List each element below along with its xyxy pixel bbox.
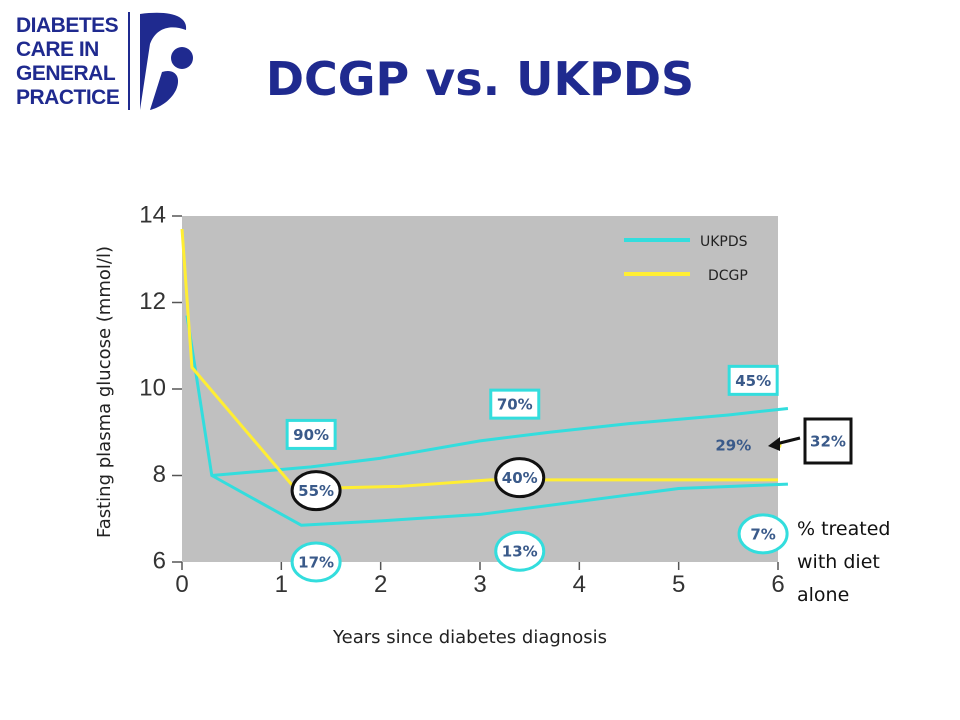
annotation-ellipse — [290, 470, 342, 512]
legend-dcgp-label: DCGP — [708, 268, 748, 284]
annotation-box — [489, 388, 541, 420]
x-tick-label: 5 — [672, 571, 685, 598]
side-note-line-1: % treated — [797, 518, 890, 540]
annotation-label: 17% — [298, 554, 334, 572]
annotation-box — [727, 364, 779, 396]
x-axis: 0 1 2 3 4 5 6 — [175, 562, 785, 598]
logo-figure-icon — [128, 12, 193, 110]
logo-line-2: CARE IN — [16, 38, 99, 61]
side-note-line-2: with diet — [797, 551, 880, 573]
side-note-line-3: alone — [797, 584, 849, 606]
x-axis-title: Years since diabetes diagnosis — [332, 627, 607, 648]
y-tick-label: 10 — [139, 374, 166, 401]
series-line-ukpds — [211, 474, 788, 527]
annotation-label: 29% — [715, 437, 751, 455]
y-axis-title: Fasting plasma glucose (mmol/l) — [94, 246, 115, 538]
annotation-ellipse — [737, 513, 789, 555]
annotation-box — [285, 418, 337, 450]
annotation-label: 7% — [750, 525, 775, 543]
annotation-ellipse — [290, 541, 342, 583]
series-group — [180, 228, 789, 527]
x-tick-label: 6 — [771, 571, 784, 598]
series-line-dcgp — [180, 228, 778, 490]
x-tick-label: 0 — [175, 571, 188, 598]
annotation-ellipse — [494, 457, 546, 499]
annotation-label: 45% — [735, 372, 771, 390]
annotation-label: 70% — [497, 396, 533, 414]
annotation-ellipse — [494, 530, 546, 572]
y-axis: 6 8 10 12 14 — [139, 201, 182, 574]
x-tick-label: 4 — [573, 571, 586, 598]
series-line-ukpds — [185, 315, 789, 477]
y-tick-label: 6 — [153, 547, 166, 574]
callout-label: 32% — [810, 433, 846, 451]
legend-ukpds-label: UKPDS — [700, 234, 748, 250]
annotation-label: 40% — [502, 469, 538, 487]
annotation-label: 90% — [293, 426, 329, 444]
logo-line-3: GENERAL — [16, 62, 116, 85]
y-tick-label: 12 — [139, 288, 166, 315]
y-tick-label: 14 — [139, 201, 166, 228]
page-title: DCGP vs. UKPDS — [265, 52, 695, 106]
logo-line-1: DIABETES — [16, 14, 119, 37]
x-tick-label: 3 — [473, 571, 486, 598]
logo-line-4: PRACTICE — [16, 86, 120, 109]
logo: DIABETES CARE IN GENERAL PRACTICE — [8, 6, 208, 116]
x-tick-label: 2 — [374, 571, 387, 598]
annotation-label: 13% — [502, 543, 538, 561]
annotation-label: 55% — [298, 482, 334, 500]
callout-box — [803, 417, 853, 465]
y-tick-label: 8 — [153, 461, 166, 488]
annotation-group: 90% 70% 45% 55% 40% 29% 17% 13% 7% — [285, 364, 789, 583]
callout-arrowhead-icon — [768, 437, 780, 451]
x-tick-label: 1 — [275, 571, 288, 598]
